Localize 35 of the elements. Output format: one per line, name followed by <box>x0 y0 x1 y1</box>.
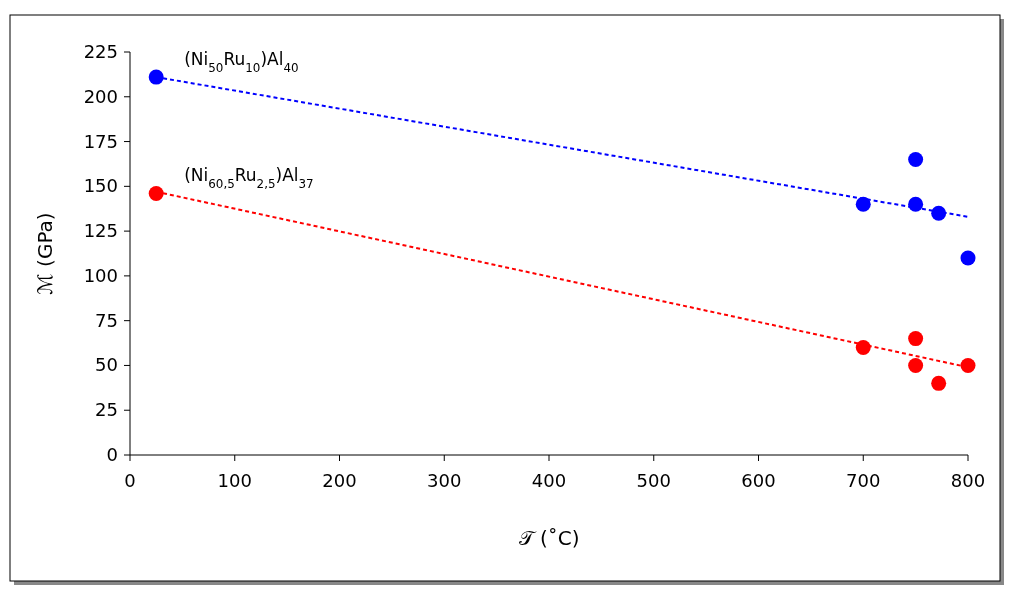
point <box>855 340 871 356</box>
point <box>931 205 947 221</box>
y-tick-label: 150 <box>83 175 118 197</box>
point <box>148 69 164 85</box>
point <box>908 357 924 373</box>
point <box>148 186 164 201</box>
y-tick-label: 200 <box>83 85 118 107</box>
y-tick-label: 125 <box>83 220 118 242</box>
y-tick-label: 75 <box>95 309 118 331</box>
x-tick-label: 300 <box>427 470 462 491</box>
x-tick-label: 700 <box>846 470 881 491</box>
point <box>908 151 924 167</box>
x-tick-label: 800 <box>950 470 986 491</box>
y-tick-label: 0 <box>106 444 118 465</box>
series-label: (Ni$_{60,5}$Ru$_{2,5}$)Al$_{37}$ <box>184 165 314 192</box>
series-label: (Ni$_{50}$Ru$_{10}$)Al$_{40}$ <box>184 49 299 76</box>
point <box>931 375 947 391</box>
point <box>960 250 976 266</box>
y-tick-label: 25 <box>95 399 118 421</box>
y-tick-label: 175 <box>83 130 118 152</box>
x-tick-label: 500 <box>636 470 671 491</box>
y-tick-label: 225 <box>83 41 118 62</box>
x-tick-label: 100 <box>217 470 252 491</box>
x-tick-label: 0 <box>124 470 136 491</box>
point <box>908 331 924 347</box>
point <box>960 357 976 373</box>
point <box>908 196 924 212</box>
x-tick-label: 400 <box>531 470 567 491</box>
y-tick-label: 50 <box>95 354 118 376</box>
x-tick-label: 600 <box>741 470 776 491</box>
y-axis-title: ℳ (GPa) <box>33 212 57 295</box>
x-tick-label: 200 <box>322 470 357 491</box>
point <box>855 196 871 212</box>
y-tick-label: 100 <box>83 264 118 286</box>
x-axis-title: 𝒯 (˚C) <box>518 526 580 550</box>
